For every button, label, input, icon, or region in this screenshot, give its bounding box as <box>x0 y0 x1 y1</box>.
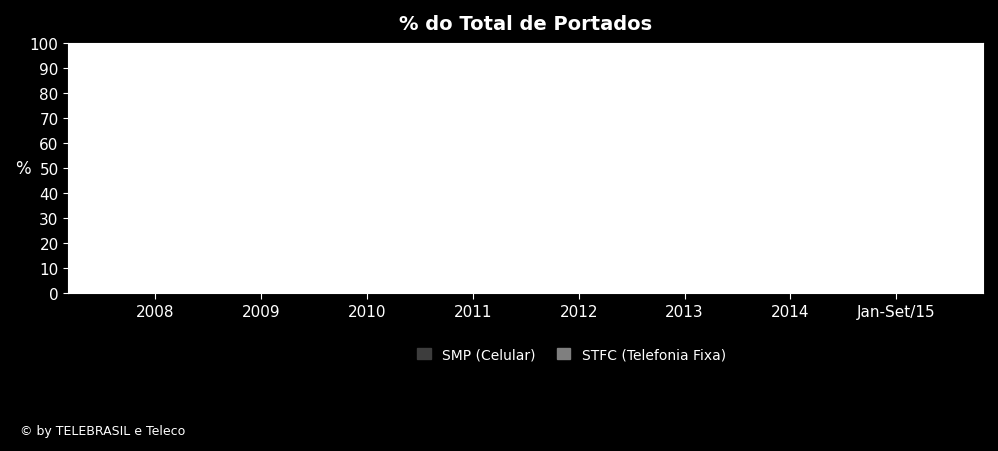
Bar <box>216 218 305 294</box>
Y-axis label: %: % <box>15 160 31 178</box>
Bar <box>110 44 200 211</box>
Bar <box>321 212 412 294</box>
Text: © by TELEBRASIL e Teleco: © by TELEBRASIL e Teleco <box>20 424 186 437</box>
Bar <box>640 184 730 294</box>
Bar <box>428 44 518 201</box>
Bar <box>428 201 518 294</box>
Bar <box>640 44 730 184</box>
Bar <box>216 44 305 218</box>
Bar <box>110 211 200 294</box>
Bar <box>851 44 941 198</box>
Bar <box>534 194 624 294</box>
Bar <box>534 44 624 194</box>
Bar <box>851 198 941 294</box>
Bar <box>746 181 835 294</box>
Legend: SMP (Celular), STFC (Telefonia Fixa): SMP (Celular), STFC (Telefonia Fixa) <box>417 348 726 362</box>
Bar <box>321 44 412 212</box>
Bar <box>746 44 835 181</box>
Title: % do Total de Portados: % do Total de Portados <box>399 15 653 34</box>
